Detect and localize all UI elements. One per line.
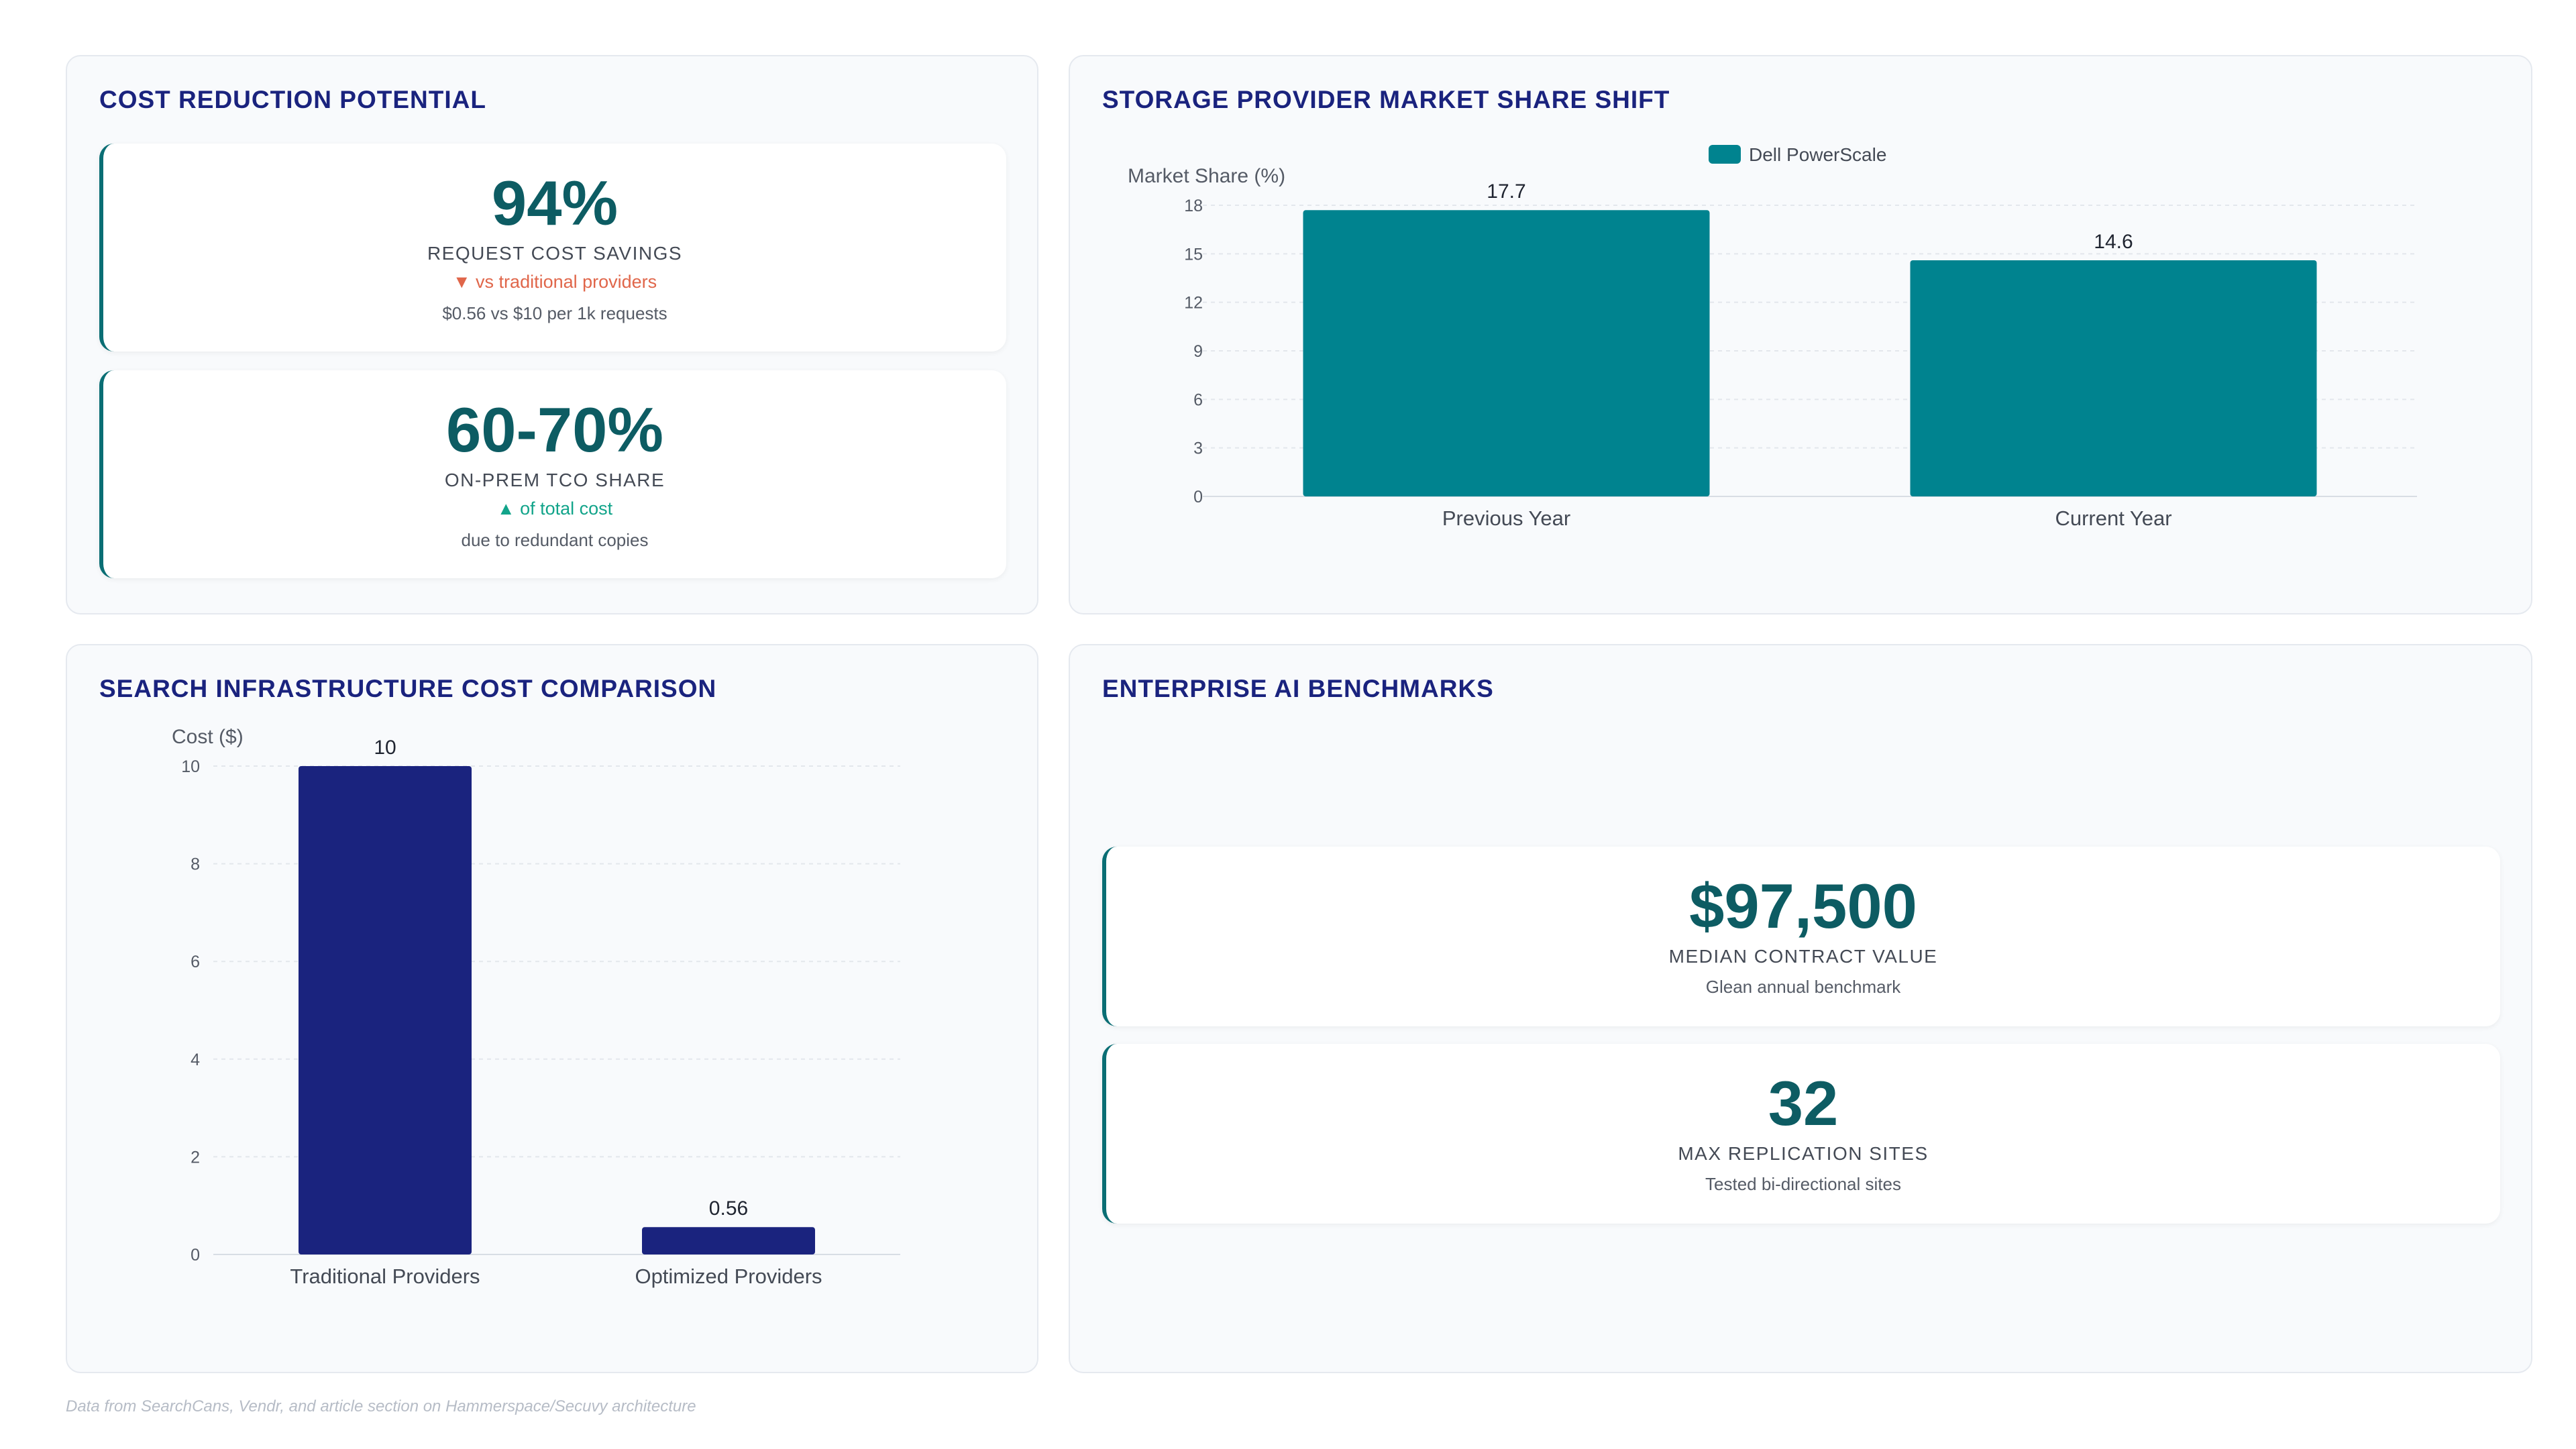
search-cost-title: SEARCH INFRASTRUCTURE COST COMPARISON [99,675,717,702]
x-category-label: Optimized Providers [635,1265,822,1288]
market-share-title: STORAGE PROVIDER MARKET SHARE SHIFT [1102,86,1670,113]
market-share-panel: STORAGE PROVIDER MARKET SHARE SHIFT Mark… [1069,55,2532,614]
search-cost-panel: SEARCH INFRASTRUCTURE COST COMPARISON Co… [66,644,1038,1373]
y-tick-label: 4 [191,1051,200,1069]
bar [642,1227,815,1254]
y-tick-label: 9 [1193,342,1203,361]
kpi-value: $97,500 [1689,871,1917,941]
kpi-note: $0.56 vs $10 per 1k requests [442,303,667,323]
y-axis-label: Cost ($) [172,726,244,748]
bar [299,766,472,1254]
y-tick-label: 6 [1193,390,1203,409]
y-tick-label: 2 [191,1148,200,1167]
kpi-trend: ▼ vs traditional providers [452,272,657,292]
x-category-label: Previous Year [1442,506,1570,530]
kpi-note: Glean annual benchmark [1705,977,1901,997]
x-category-label: Traditional Providers [290,1265,480,1288]
y-tick-label: 18 [1184,197,1203,215]
kpi-label: ON-PREM TCO SHARE [444,470,665,490]
y-tick-label: 10 [181,757,200,776]
y-tick-label: 0 [191,1246,200,1265]
x-category-label: Current Year [2055,506,2171,530]
kpi-card-onprem-tco: 60-70% ON-PREM TCO SHARE ▲ of total cost… [99,370,1006,578]
kpi-label: MAX REPLICATION SITES [1678,1143,1929,1164]
y-tick-label: 3 [1193,439,1203,458]
kpi-card-replication-sites: 32 MAX REPLICATION SITES Tested bi-direc… [1102,1044,2500,1224]
kpi-trend: ▲ of total cost [496,498,613,519]
kpi-value: 60-70% [446,394,663,465]
y-tick-label: 15 [1184,245,1203,264]
enterprise-benchmarks-title: ENTERPRISE AI BENCHMARKS [1102,675,1494,702]
kpi-value: 94% [491,168,619,238]
bar-value-label: 0.56 [709,1197,748,1220]
cost-reduction-title: COST REDUCTION POTENTIAL [99,86,486,113]
y-tick-label: 12 [1184,294,1203,313]
bar-value-label: 14.6 [2094,231,2133,253]
kpi-label: MEDIAN CONTRACT VALUE [1668,946,1938,967]
kpi-note: Tested bi-directional sites [1705,1174,1901,1194]
bar [1303,210,1710,496]
cost-reduction-panel: COST REDUCTION POTENTIAL 94% REQUEST COS… [66,55,1038,614]
search-cost-chart: Cost ($) 0 2 4 6 8 10 10 Traditional Providers 0.… [172,726,900,1288]
y-tick-label: 8 [191,855,200,874]
kpi-value: 32 [1768,1068,1839,1138]
legend-label: Dell PowerScale [1749,144,1886,165]
y-axis-label: Market Share (%) [1128,165,1285,187]
bar-value-label: 17.7 [1487,180,1525,203]
y-tick-label: 6 [191,953,200,971]
kpi-label: REQUEST COST SAVINGS [427,243,683,264]
legend-swatch [1709,145,1741,164]
market-share-chart: Market Share (%) 0 3 6 9 12 15 18 17.7 Previous Y… [1128,144,2417,530]
y-tick-label: 0 [1193,488,1203,506]
footer-source-note: Data from SearchCans, Vendr, and article… [66,1397,696,1415]
kpi-card-request-savings: 94% REQUEST COST SAVINGS ▼ vs traditiona… [99,144,1006,352]
bar [1910,260,2317,496]
kpi-card-contract-value: $97,500 MEDIAN CONTRACT VALUE Glean annu… [1102,847,2500,1026]
enterprise-benchmarks-panel: ENTERPRISE AI BENCHMARKS $97,500 MEDIAN … [1069,644,2532,1373]
kpi-note: due to redundant copies [461,530,649,550]
bar-value-label: 10 [374,737,396,759]
